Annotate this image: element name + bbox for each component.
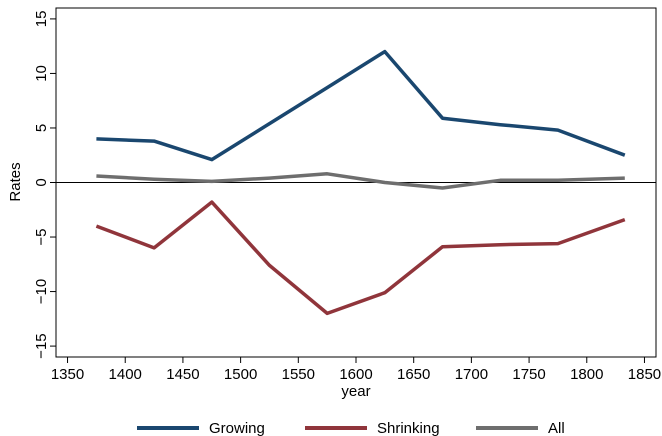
series-layer [95,49,626,316]
x-tick-label: 1700 [455,366,488,383]
y-tick-label: 15 [33,11,50,28]
y-tick-label: −10 [33,279,50,304]
y-tick-label: 10 [33,65,50,82]
y-tick-label: −15 [33,333,50,358]
series-line-shrinking [95,200,626,316]
x-tick-label: 1550 [282,366,315,383]
x-tick-label: 1350 [51,366,84,383]
x-tick-label: 1650 [397,366,430,383]
x-tick-label: 1500 [224,366,257,383]
series-line-growing [96,49,626,162]
y-axis: −15 −10 −5 0 5 10 15 [33,11,56,359]
x-axis: 1350 1400 1450 1500 1550 1600 1650 1700 1750 1800… [51,357,661,383]
x-tick-label: 1850 [628,366,661,383]
legend-label-growing: Growing [209,420,265,436]
x-tick-label: 1750 [512,366,545,383]
x-tick-label: 1600 [339,366,372,383]
y-axis-title: Rates [7,162,24,201]
legend-label-all: All [548,420,565,436]
x-axis-title: year [341,383,370,400]
legend-label-shrinking: Shrinking [377,420,440,436]
series-line-all [96,172,625,190]
y-tick-label: 5 [33,124,50,132]
x-tick-label: 1450 [166,366,199,383]
legend: Growing Shrinking All [137,420,565,436]
x-tick-label: 1400 [109,366,142,383]
y-tick-label: −5 [33,228,50,245]
y-tick-label: 0 [33,178,50,186]
x-tick-label: 1800 [570,366,603,383]
